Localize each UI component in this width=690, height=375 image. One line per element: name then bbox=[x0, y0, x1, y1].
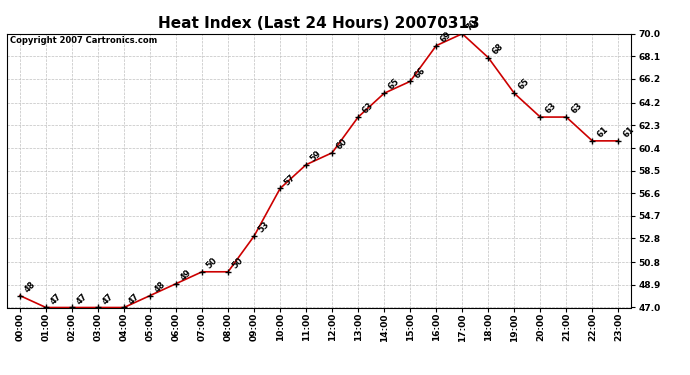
Text: Copyright 2007 Cartronics.com: Copyright 2007 Cartronics.com bbox=[10, 36, 157, 45]
Text: 63: 63 bbox=[361, 101, 375, 115]
Text: 47: 47 bbox=[75, 291, 89, 306]
Text: 53: 53 bbox=[257, 220, 271, 235]
Text: 68: 68 bbox=[491, 42, 506, 56]
Text: 49: 49 bbox=[179, 268, 193, 282]
Text: 63: 63 bbox=[543, 101, 558, 115]
Text: 47: 47 bbox=[101, 291, 115, 306]
Text: 57: 57 bbox=[283, 172, 297, 187]
Text: 48: 48 bbox=[152, 280, 168, 294]
Text: 59: 59 bbox=[309, 149, 324, 163]
Text: 50: 50 bbox=[205, 256, 219, 270]
Text: 65: 65 bbox=[517, 77, 532, 92]
Text: 70: 70 bbox=[465, 18, 480, 32]
Text: 66: 66 bbox=[413, 65, 428, 80]
Text: 63: 63 bbox=[569, 101, 584, 115]
Text: 47: 47 bbox=[127, 291, 141, 306]
Text: 61: 61 bbox=[595, 125, 610, 140]
Text: 48: 48 bbox=[23, 280, 37, 294]
Text: 50: 50 bbox=[231, 256, 246, 270]
Text: 60: 60 bbox=[335, 137, 350, 152]
Text: 47: 47 bbox=[49, 291, 63, 306]
Title: Heat Index (Last 24 Hours) 20070313: Heat Index (Last 24 Hours) 20070313 bbox=[158, 16, 480, 31]
Text: 65: 65 bbox=[387, 77, 402, 92]
Text: 61: 61 bbox=[621, 125, 635, 140]
Text: 69: 69 bbox=[439, 30, 453, 44]
